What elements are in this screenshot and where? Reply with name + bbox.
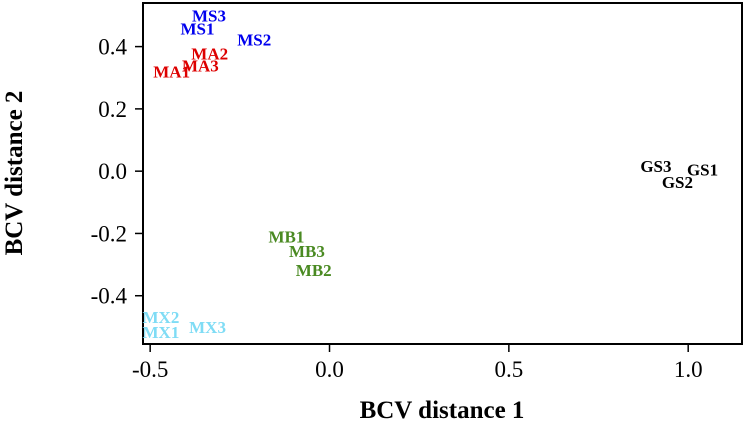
x-axis-title: BCV distance 1	[360, 397, 525, 424]
point-label-ms3: MS3	[192, 6, 226, 25]
point-label-gs3: GS3	[640, 157, 671, 176]
y-axis: 0.4 0.2 0.0 -0.2 -0.4	[91, 35, 143, 309]
y-tick-label: 0.0	[98, 159, 127, 184]
y-tick-label: -0.4	[91, 284, 128, 309]
point-label-ms1: MS1	[181, 20, 215, 39]
point-label-mb1: MB1	[269, 228, 305, 247]
x-axis: -0.5 0.0 0.5 1.0	[132, 344, 703, 382]
point-label-ma3: MA3	[182, 56, 219, 75]
y-tick-label: 0.4	[98, 35, 127, 60]
point-label-mx3: MX3	[189, 318, 226, 337]
x-tick-label: 0.0	[315, 357, 344, 382]
point-label-mb2: MB2	[296, 261, 332, 280]
x-tick-label: 0.5	[494, 357, 523, 382]
plot-frame	[142, 2, 743, 345]
y-axis-title: BCV distance 2	[1, 91, 28, 256]
point-label-gs2: GS2	[662, 173, 693, 192]
x-tick-label: 1.0	[674, 357, 703, 382]
point-label-ma1: MA1	[153, 63, 190, 82]
point-label-mb3: MB3	[289, 242, 325, 261]
point-label-ma2: MA2	[191, 44, 228, 63]
x-tick-label: -0.5	[132, 357, 168, 382]
y-tick-label: 0.2	[98, 97, 127, 122]
point-label-ms2: MS2	[237, 30, 271, 49]
y-tick-label: -0.2	[91, 221, 127, 246]
point-label-gs1: GS1	[687, 160, 718, 179]
point-label-mx1: MX1	[143, 323, 180, 342]
point-label-mx2: MX2	[143, 308, 180, 327]
